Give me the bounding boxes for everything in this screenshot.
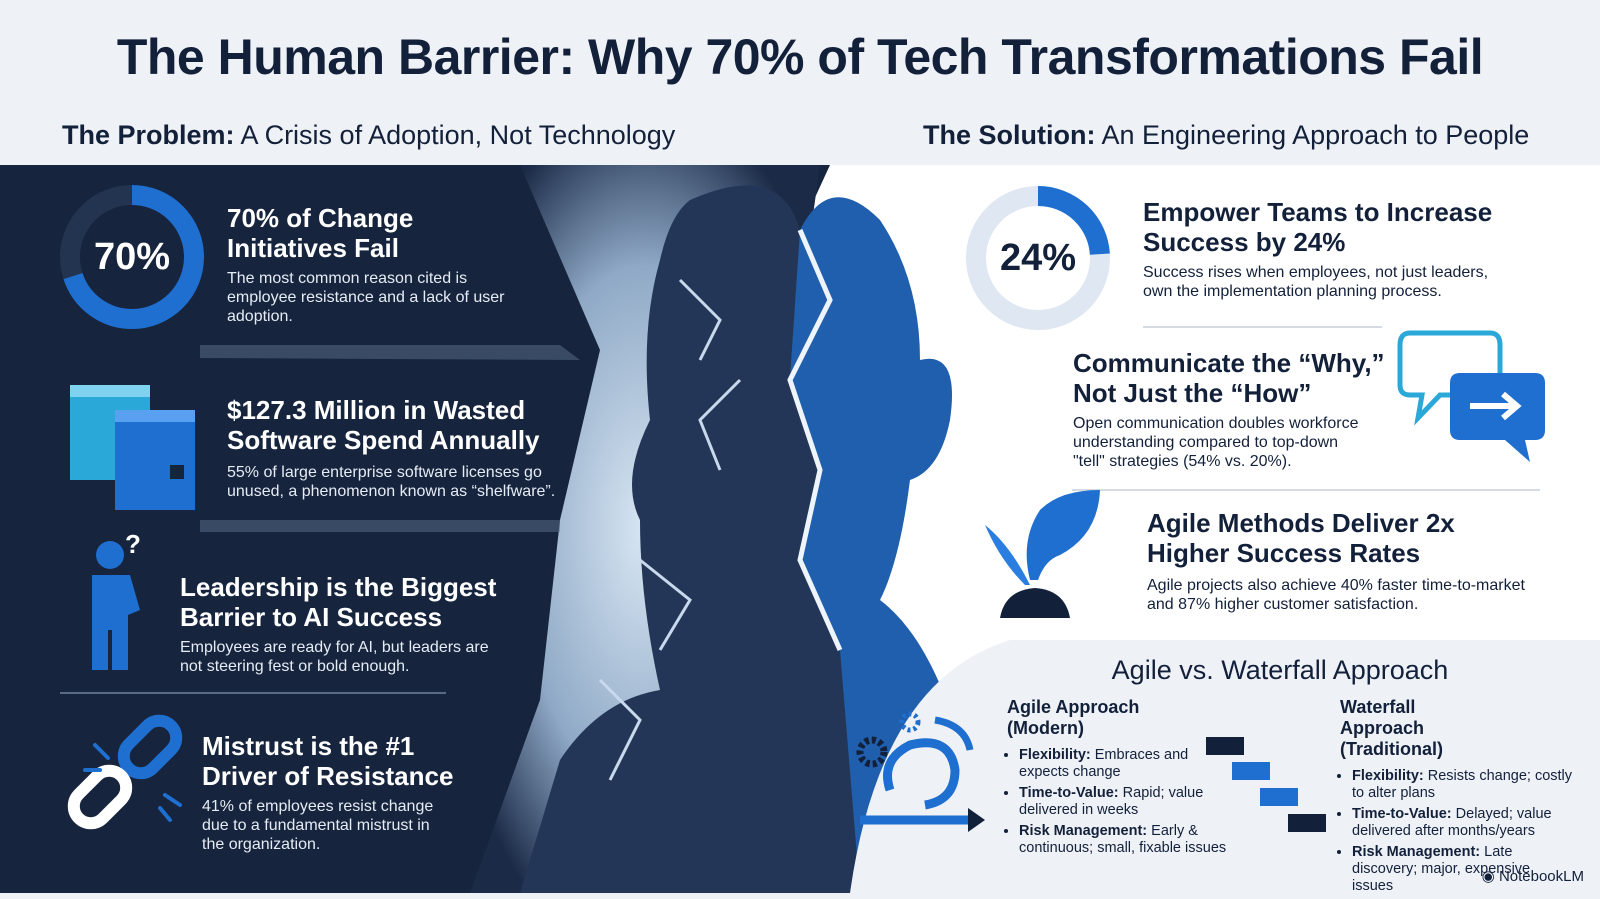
ring-label: 70% — [94, 236, 170, 278]
chat-icon — [1397, 330, 1545, 462]
column-list: Flexibility: Resists change; costly to a… — [1340, 768, 1575, 895]
problem-item: Mistrust is the #1 Driver of Resistance 4… — [202, 731, 472, 854]
item-text: Agile projects also achieve 40% faster t… — [1147, 577, 1525, 613]
item-label: Risk Management: — [1019, 823, 1148, 839]
item-title: Mistrust is the #1 Driver of Resistance — [202, 731, 454, 791]
footer-text: NotebookLM — [1498, 868, 1584, 885]
ring-arc — [966, 186, 1110, 330]
item-text: Resists change; costly to alter plans — [1352, 768, 1573, 801]
waterfall-icon — [1206, 737, 1326, 832]
item-text: Employees are ready for AI, but leaders … — [180, 639, 489, 675]
solution-item: Agile Methods Deliver 2x Higher Success … — [1147, 508, 1547, 614]
crack — [787, 229, 843, 652]
ring-label: 24% — [1000, 237, 1076, 279]
chain-icon — [67, 714, 183, 830]
solution-sub: An Engineering Approach to People — [1101, 120, 1530, 150]
item-text: Embraces and expects change — [1019, 747, 1189, 780]
problem-item: Leadership is the Biggest Barrier to AI … — [180, 572, 510, 676]
item-text: Rapid; value delivered in weeks — [1019, 785, 1204, 818]
main-title: The Human Barrier: Why 70% of Tech Trans… — [116, 29, 1484, 85]
column-item: Risk Management: Late discovery; major, … — [1352, 844, 1575, 895]
item-label: Risk Management: — [1352, 844, 1481, 860]
footer-brand: ◉ NotebookLM — [1481, 868, 1584, 885]
item-text: Early & continuous; small, fixable issue… — [1019, 823, 1227, 856]
item-text: Open communication doubles workforce und… — [1073, 415, 1359, 470]
item-text: Delayed; value delivered after months/ye… — [1352, 806, 1552, 839]
item-label: Time-to-Value: — [1352, 806, 1452, 822]
item-label: Flexibility: — [1352, 768, 1424, 784]
solution-label: The Solution: — [923, 120, 1096, 150]
problem-sub: A Crisis of Adoption, Not Technology — [240, 120, 676, 150]
person-icon: ? — [92, 529, 141, 670]
item-text: The most common reason cited is employee… — [227, 270, 505, 325]
item-title: Leadership is the Biggest Barrier to AI … — [180, 572, 497, 632]
column-title: Waterfall Approach (Traditional) — [1340, 697, 1443, 759]
comparison-column: Waterfall Approach (Traditional) Flexibil… — [1340, 697, 1575, 899]
plant-icon — [985, 490, 1100, 618]
problem-item: $127.3 Million in Wasted Software Spend … — [227, 395, 557, 501]
item-title: $127.3 Million in Wasted Software Spend … — [227, 395, 540, 455]
item-label: Flexibility: — [1019, 747, 1091, 763]
problem-heading: The Problem: A Crisis of Adoption, Not T… — [62, 120, 675, 151]
solution-item: Communicate the “Why,” Not Just the “How… — [1073, 348, 1403, 471]
column-item: Time-to-Value: Delayed; value delivered … — [1352, 806, 1575, 840]
solution-item: Empower Teams to Increase Success by 24%… — [1143, 197, 1513, 301]
item-label: Time-to-Value: — [1019, 785, 1119, 801]
column-list: Flexibility: Embraces and expects change… — [1007, 747, 1242, 857]
column-item: Flexibility: Resists change; costly to a… — [1352, 768, 1575, 802]
agile-icon — [856, 711, 985, 832]
svg-text:?: ? — [125, 529, 141, 559]
ring-arc — [60, 185, 204, 329]
column-item: Time-to-Value: Rapid; value delivered in… — [1019, 785, 1242, 819]
crack-lines — [598, 278, 742, 781]
item-text: 55% of large enterprise software license… — [227, 464, 556, 500]
solution-heading: The Solution: An Engineering Approach to… — [923, 120, 1529, 151]
column-item: Flexibility: Embraces and expects change — [1019, 747, 1242, 781]
comparison-panel — [850, 640, 1600, 893]
item-text: Late discovery; major, expensive issues — [1352, 844, 1531, 894]
column-item: Risk Management: Early & continuous; sma… — [1019, 823, 1242, 857]
column-title: Agile Approach (Modern) — [1007, 697, 1140, 738]
item-title: Communicate the “Why,” Not Just the “How… — [1073, 348, 1385, 408]
item-text: 41% of employees resist change due to a … — [202, 798, 434, 853]
item-text: Success rises when employees, not just l… — [1143, 264, 1489, 300]
boxes-icon — [70, 385, 195, 510]
item-title: 70% of Change Initiatives Fail — [227, 203, 414, 263]
comparison-column: Agile Approach (Modern) Flexibility: Embr… — [1007, 697, 1242, 861]
comparison-title: Agile vs. Waterfall Approach — [1111, 655, 1449, 685]
item-title: Agile Methods Deliver 2x Higher Success … — [1147, 508, 1455, 568]
problem-item: 70% of Change Initiatives Fail The most c… — [227, 203, 517, 326]
item-title: Empower Teams to Increase Success by 24% — [1143, 197, 1493, 257]
problem-label: The Problem: — [62, 120, 235, 150]
